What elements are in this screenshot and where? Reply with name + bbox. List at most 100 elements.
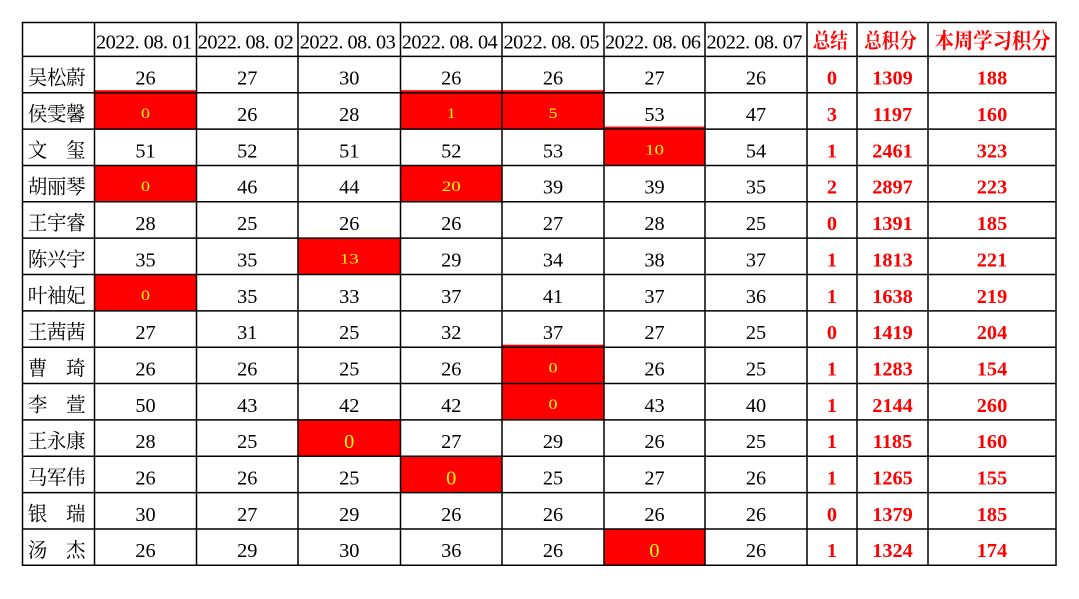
- svg-text:25: 25: [339, 358, 359, 380]
- svg-text:25: 25: [746, 431, 766, 453]
- svg-text:1638: 1638: [872, 286, 913, 308]
- svg-text:54: 54: [746, 140, 766, 162]
- svg-text:26: 26: [441, 504, 461, 526]
- svg-text:26: 26: [543, 540, 563, 562]
- svg-text:29: 29: [441, 249, 461, 271]
- svg-text:1185: 1185: [873, 431, 912, 453]
- svg-text:28: 28: [135, 431, 155, 453]
- svg-text:2: 2: [827, 177, 837, 199]
- svg-text:31: 31: [237, 322, 257, 344]
- svg-text:35: 35: [237, 249, 257, 271]
- svg-text:27: 27: [135, 322, 155, 344]
- svg-text:36: 36: [441, 540, 461, 562]
- svg-text:42: 42: [441, 395, 461, 417]
- svg-text:1: 1: [827, 249, 837, 271]
- svg-text:26: 26: [237, 104, 257, 126]
- svg-text:52: 52: [441, 140, 461, 162]
- svg-text:2022. 08. 05: 2022. 08. 05: [504, 31, 600, 53]
- svg-text:219: 219: [977, 286, 1007, 308]
- svg-text:26: 26: [237, 358, 257, 380]
- svg-text:28: 28: [339, 104, 359, 126]
- svg-text:204: 204: [977, 322, 1007, 344]
- svg-text:1265: 1265: [872, 468, 913, 490]
- svg-text:26: 26: [644, 358, 664, 380]
- svg-text:25: 25: [237, 213, 257, 235]
- svg-text:37: 37: [644, 286, 664, 308]
- svg-text:0: 0: [141, 179, 150, 195]
- svg-text:33: 33: [339, 286, 359, 308]
- svg-text:26: 26: [644, 431, 664, 453]
- svg-text:1: 1: [827, 540, 837, 562]
- svg-text:27: 27: [543, 213, 563, 235]
- svg-text:32: 32: [441, 322, 461, 344]
- svg-text:221: 221: [977, 249, 1007, 271]
- svg-text:0: 0: [827, 504, 837, 526]
- svg-text:26: 26: [543, 504, 563, 526]
- svg-text:25: 25: [339, 322, 359, 344]
- svg-text:185: 185: [977, 213, 1007, 235]
- svg-text:1283: 1283: [872, 358, 913, 380]
- svg-text:27: 27: [644, 68, 664, 90]
- svg-text:2022. 08. 07: 2022. 08. 07: [707, 31, 803, 53]
- svg-text:25: 25: [746, 358, 766, 380]
- svg-text:188: 188: [977, 68, 1007, 90]
- svg-text:26: 26: [441, 213, 461, 235]
- svg-text:2022. 08. 03: 2022. 08. 03: [300, 31, 396, 53]
- svg-text:25: 25: [746, 322, 766, 344]
- svg-text:39: 39: [543, 177, 563, 199]
- svg-text:26: 26: [135, 468, 155, 490]
- svg-text:28: 28: [644, 213, 664, 235]
- svg-text:30: 30: [339, 68, 359, 90]
- svg-text:39: 39: [644, 177, 664, 199]
- svg-text:35: 35: [237, 286, 257, 308]
- svg-text:44: 44: [339, 177, 359, 199]
- svg-text:26: 26: [135, 68, 155, 90]
- svg-text:0: 0: [549, 397, 558, 413]
- svg-text:37: 37: [543, 322, 563, 344]
- svg-text:0: 0: [827, 213, 837, 235]
- svg-text:1324: 1324: [872, 540, 913, 562]
- svg-text:2144: 2144: [872, 395, 913, 417]
- svg-text:0: 0: [446, 468, 456, 490]
- svg-text:10: 10: [645, 143, 664, 159]
- svg-text:2897: 2897: [872, 177, 913, 199]
- svg-text:0: 0: [827, 322, 837, 344]
- svg-text:2461: 2461: [872, 140, 913, 162]
- svg-text:174: 174: [977, 540, 1007, 562]
- svg-text:160: 160: [977, 104, 1007, 126]
- svg-text:185: 185: [977, 504, 1007, 526]
- svg-text:26: 26: [441, 358, 461, 380]
- svg-text:0: 0: [649, 540, 659, 562]
- svg-text:1419: 1419: [872, 322, 913, 344]
- svg-text:51: 51: [339, 140, 359, 162]
- svg-text:34: 34: [543, 249, 563, 271]
- svg-text:26: 26: [746, 504, 766, 526]
- svg-text:1: 1: [827, 431, 837, 453]
- svg-text:1: 1: [827, 358, 837, 380]
- svg-text:223: 223: [977, 177, 1007, 199]
- svg-text:260: 260: [977, 395, 1007, 417]
- svg-text:26: 26: [339, 213, 359, 235]
- svg-text:160: 160: [977, 431, 1007, 453]
- svg-text:52: 52: [237, 140, 257, 162]
- svg-text:2022. 08. 04: 2022. 08. 04: [402, 31, 498, 53]
- svg-text:0: 0: [344, 431, 354, 453]
- svg-text:29: 29: [543, 431, 563, 453]
- svg-text:37: 37: [441, 286, 461, 308]
- svg-text:26: 26: [746, 68, 766, 90]
- svg-text:26: 26: [135, 358, 155, 380]
- svg-text:42: 42: [339, 395, 359, 417]
- svg-text:27: 27: [644, 468, 664, 490]
- svg-text:1: 1: [827, 468, 837, 490]
- svg-text:1: 1: [827, 140, 837, 162]
- svg-text:27: 27: [237, 68, 257, 90]
- svg-text:154: 154: [977, 358, 1007, 380]
- svg-text:1: 1: [827, 286, 837, 308]
- svg-text:0: 0: [827, 68, 837, 90]
- svg-text:50: 50: [135, 395, 155, 417]
- svg-text:1379: 1379: [872, 504, 913, 526]
- svg-text:3: 3: [827, 104, 837, 126]
- svg-text:51: 51: [135, 140, 155, 162]
- svg-text:25: 25: [339, 468, 359, 490]
- svg-text:40: 40: [746, 395, 766, 417]
